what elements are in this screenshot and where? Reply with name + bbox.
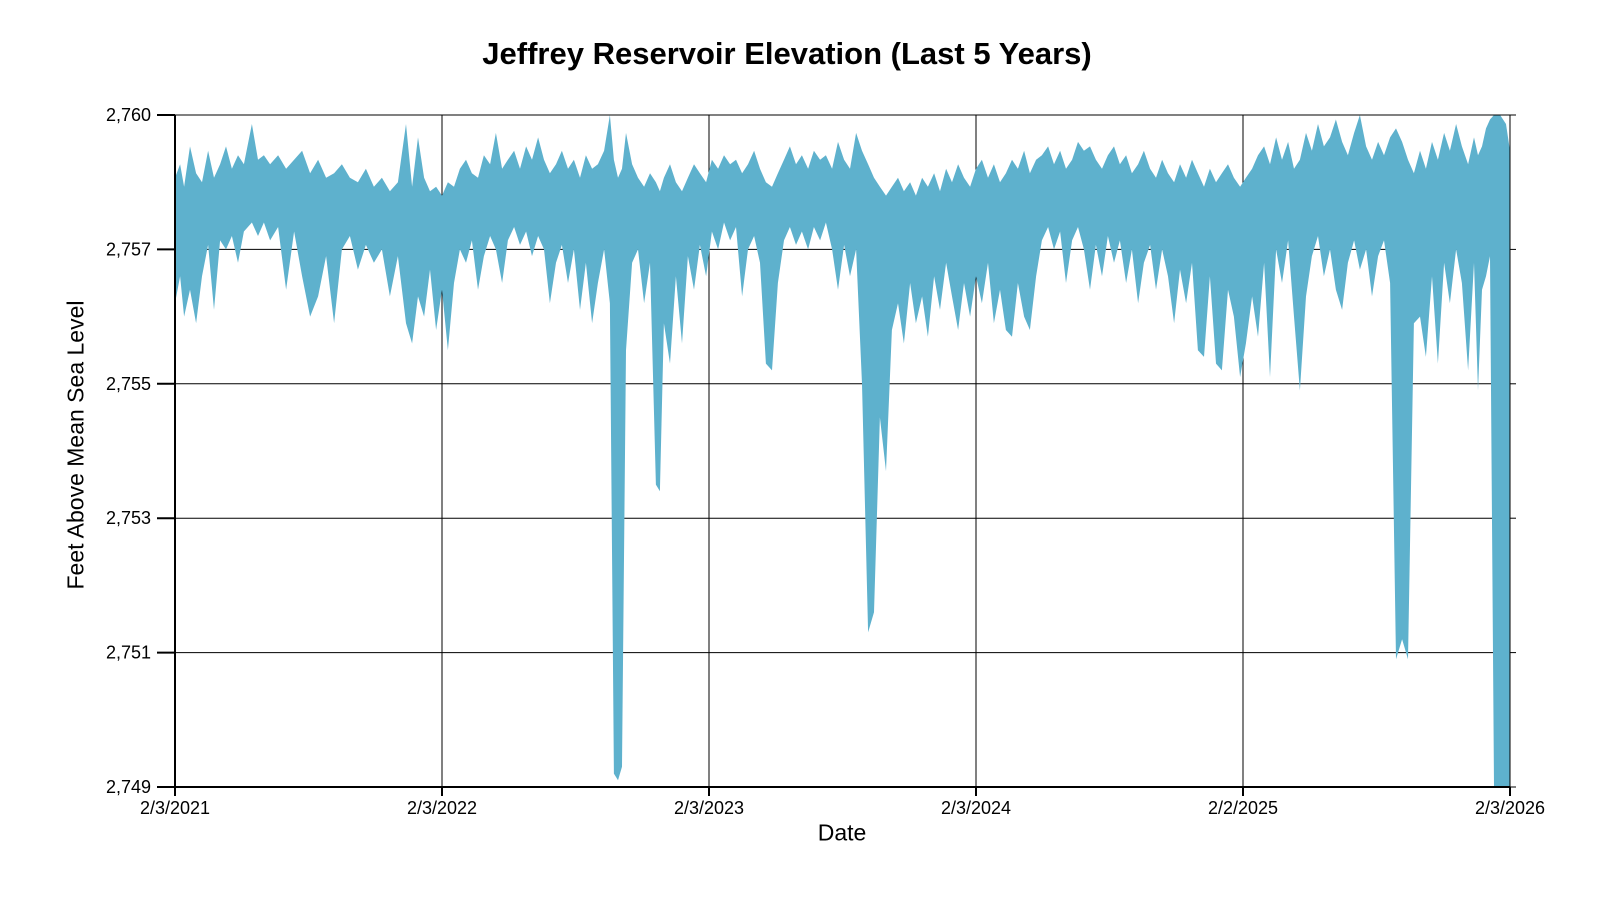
x-tick-label: 2/3/2023	[674, 798, 744, 818]
x-tick-label: 2/3/2021	[140, 798, 210, 818]
x-tick-label: 2/3/2024	[941, 798, 1011, 818]
y-tick-label: 2,753	[106, 508, 151, 528]
x-tick-label: 2/2/2025	[1208, 798, 1278, 818]
y-tick-label: 2,749	[106, 777, 151, 797]
elevation-range-band	[175, 115, 1510, 787]
x-axis-title: Date	[817, 819, 867, 846]
x-tick-label: 2/3/2022	[407, 798, 477, 818]
x-tick-label: 2/3/2026	[1475, 798, 1545, 818]
y-tick-label: 2,755	[106, 374, 151, 394]
y-tick-label: 2,751	[106, 643, 151, 663]
chart-title: Jeffrey Reservoir Elevation (Last 5 Year…	[482, 36, 1092, 71]
y-tick-label: 2,760	[106, 105, 151, 125]
y-tick-label: 2,757	[106, 239, 151, 259]
